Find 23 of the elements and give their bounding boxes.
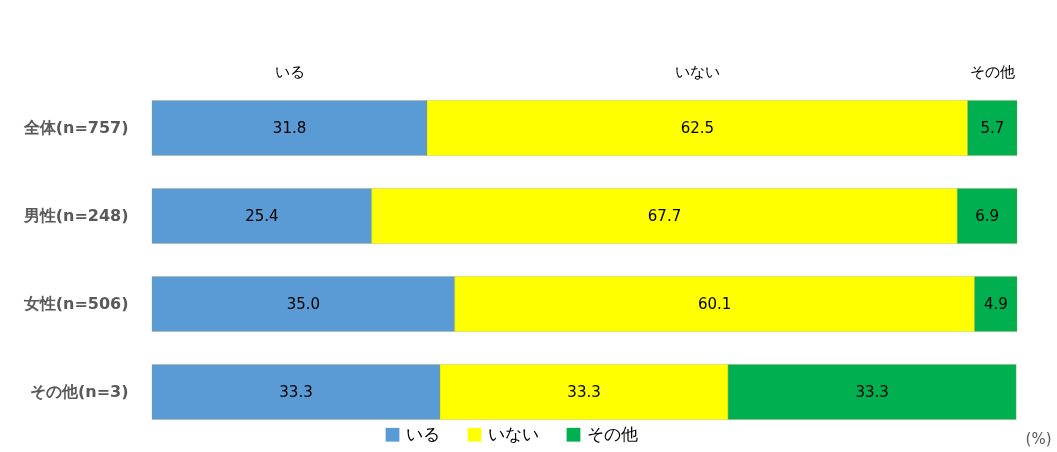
text: いない	[674, 63, 720, 81]
data-label: 6.9	[975, 207, 1000, 225]
y-tick-label: その他(n=3)	[29, 382, 129, 401]
text: いる	[274, 63, 305, 81]
x-axis-title: (%)	[1025, 429, 1052, 448]
y-tick-label: 女性(n=506)	[22, 294, 129, 313]
data-label: 62.5	[680, 119, 715, 137]
legend-label: いる	[406, 423, 440, 444]
data-label: 67.7	[647, 207, 682, 225]
legend-label: いない	[488, 423, 539, 444]
data-label: 33.3	[855, 383, 889, 401]
data-label: 31.8	[272, 119, 307, 137]
data-label: 25.4	[245, 207, 279, 225]
y-tick-label: 全体(n=757)	[22, 118, 129, 137]
text: その他	[969, 63, 1015, 81]
data-label: 5.7	[980, 119, 1005, 137]
data-label: 33.3	[567, 383, 601, 401]
y-tick-label: 男性(n=248)	[22, 206, 129, 225]
legend-label: その他	[587, 423, 638, 444]
data-label: 60.1	[697, 295, 732, 313]
data-label: 35.0	[286, 295, 321, 313]
data-label: 33.3	[279, 383, 313, 401]
data-label: 4.9	[983, 295, 1008, 313]
